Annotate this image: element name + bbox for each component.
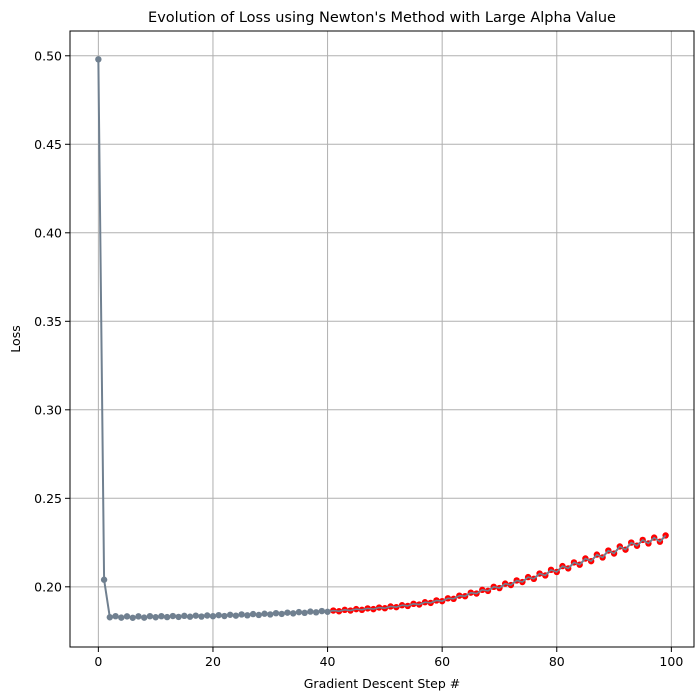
loss-point <box>215 611 222 619</box>
loss-point <box>146 613 154 620</box>
y-tick-label: 0.30 <box>34 402 62 417</box>
loss-point <box>135 613 142 620</box>
loss-point <box>186 613 194 620</box>
loss-point <box>312 609 320 616</box>
loss-point <box>204 612 211 619</box>
y-axis-label: Loss <box>8 325 23 352</box>
loss-line-overlay <box>327 534 667 613</box>
loss-point <box>307 608 314 615</box>
loss-point <box>232 612 240 619</box>
loss-point <box>198 613 205 620</box>
y-tick-label: 0.40 <box>34 225 62 240</box>
loss-point <box>192 612 199 619</box>
loss-point <box>284 609 291 616</box>
plot-series <box>95 56 669 621</box>
loss-point <box>118 614 125 621</box>
loss-point <box>209 613 217 620</box>
loss-point <box>318 607 326 615</box>
loss-point <box>221 612 228 620</box>
y-tick-label: 0.20 <box>34 579 62 594</box>
loss-point <box>272 609 280 617</box>
loss-point <box>255 611 263 619</box>
chart-title: Evolution of Loss using Newton's Method … <box>148 10 616 26</box>
loss-point <box>289 610 297 617</box>
loss-point <box>123 613 131 620</box>
loss-point <box>141 614 148 621</box>
loss-point <box>301 609 308 617</box>
loss-point <box>100 576 108 583</box>
loss-point <box>112 613 119 620</box>
loss-point <box>238 611 245 618</box>
loss-point <box>95 56 102 63</box>
x-tick-label: 0 <box>94 654 102 669</box>
loss-point <box>226 611 234 618</box>
loss-point <box>278 610 285 618</box>
x-axis-label: Gradient Descent Step # <box>304 676 460 691</box>
loss-point <box>295 608 303 616</box>
loss-point <box>163 613 171 621</box>
y-tick-label: 0.45 <box>34 137 62 152</box>
loss-point <box>267 611 274 618</box>
grid <box>70 31 694 647</box>
y-tick-label: 0.50 <box>34 48 62 63</box>
loss-point <box>261 610 268 617</box>
loss-point <box>152 614 159 621</box>
loss-point <box>158 613 165 620</box>
loss-point <box>249 610 257 618</box>
y-tick-label: 0.35 <box>34 314 62 329</box>
x-tick-label: 100 <box>659 654 683 669</box>
loss-point <box>175 613 182 621</box>
x-tick-label: 20 <box>205 654 221 669</box>
x-tick-label: 40 <box>320 654 336 669</box>
y-tick-label: 0.25 <box>34 491 62 506</box>
loss-point <box>244 612 251 619</box>
loss-point <box>181 612 188 620</box>
loss-point <box>169 612 177 620</box>
axis-ticks: 0 20 40 60 80 100 0.20 0.25 0.30 0.35 0.40 0.45 0.50 <box>34 48 683 669</box>
plot-area-frame <box>69 30 695 648</box>
x-tick-label: 60 <box>434 654 450 669</box>
loss-point <box>106 614 114 621</box>
loss-point <box>129 614 136 621</box>
x-tick-label: 80 <box>549 654 565 669</box>
